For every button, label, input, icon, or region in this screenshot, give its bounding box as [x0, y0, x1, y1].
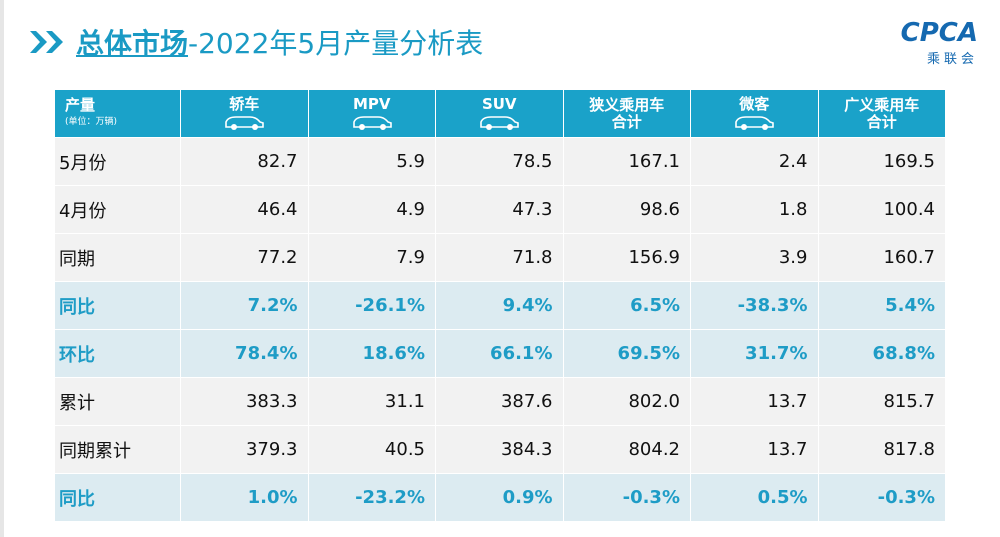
logo: CPCA 乘联会 — [901, 18, 978, 67]
row-label: 同期累计 — [55, 426, 180, 473]
cell: 31.7% — [690, 330, 818, 377]
logo-text: CPCA — [900, 18, 978, 48]
cell: 0.9% — [435, 474, 563, 521]
cell: 815.7 — [817, 378, 945, 425]
cell: 0.5% — [690, 474, 818, 521]
cell: 7.2% — [180, 282, 308, 329]
corner-title: 产量 — [65, 95, 96, 114]
cell: 160.7 — [817, 234, 945, 281]
cell: 69.5% — [562, 330, 690, 377]
row-label: 同比 — [55, 474, 180, 521]
title: 总体市场 -2022年5月产量分析表 — [28, 22, 483, 62]
cell: 1.8 — [690, 186, 818, 233]
cell: 47.3 — [435, 186, 563, 233]
cell: 804.2 — [562, 426, 690, 473]
cell: 383.3 — [180, 378, 308, 425]
cell: 387.6 — [435, 378, 563, 425]
cell: 802.0 — [562, 378, 690, 425]
table: 产量 (单位：万辆) 轿车 MPV SUV 狭义乘用车 合计 微客 广义乘用车 合计 5月份 82.… — [55, 90, 945, 521]
cell: 167.1 — [562, 138, 690, 185]
car-icon — [735, 116, 775, 130]
cell: -26.1% — [307, 282, 435, 329]
cell: 13.7 — [690, 426, 818, 473]
column-title: 合计 — [866, 112, 897, 131]
cell: 78.4% — [180, 330, 308, 377]
column-header: 轿车 — [180, 90, 308, 137]
column-title: SUV — [481, 95, 517, 113]
column-header: 狭义乘用车 合计 — [562, 90, 690, 137]
cell: 9.4% — [435, 282, 563, 329]
cell: 66.1% — [435, 330, 563, 377]
cell: 5.4% — [817, 282, 945, 329]
cell: -23.2% — [307, 474, 435, 521]
corner-header: 产量 (单位：万辆) — [55, 90, 180, 137]
cell: 98.6 — [562, 186, 690, 233]
cell: 18.6% — [307, 330, 435, 377]
cell: 384.3 — [435, 426, 563, 473]
cell: -0.3% — [817, 474, 945, 521]
column-title: MPV — [352, 95, 391, 113]
cell: 817.8 — [817, 426, 945, 473]
cell: 1.0% — [180, 474, 308, 521]
cell: 78.5 — [435, 138, 563, 185]
row-label: 累计 — [55, 378, 180, 425]
column-header: 广义乘用车 合计 — [817, 90, 945, 137]
title-bold: 总体市场 — [76, 27, 189, 60]
car-icon — [225, 116, 265, 130]
row-label: 5月份 — [55, 138, 180, 185]
cell: -38.3% — [690, 282, 818, 329]
cell: 13.7 — [690, 378, 818, 425]
cell: 5.9 — [307, 138, 435, 185]
column-header: SUV — [435, 90, 563, 137]
column-title: 轿车 — [229, 95, 260, 113]
cell: 4.9 — [307, 186, 435, 233]
cell: 46.4 — [180, 186, 308, 233]
cell: -0.3% — [562, 474, 690, 521]
corner-unit: (单位：万辆) — [65, 116, 118, 127]
row-label: 同比 — [55, 282, 180, 329]
cell: 100.4 — [817, 186, 945, 233]
cell: 156.9 — [562, 234, 690, 281]
car-icon — [480, 116, 520, 130]
column-title: 广义乘用车 — [844, 95, 920, 114]
cell: 40.5 — [307, 426, 435, 473]
cell: 3.9 — [690, 234, 818, 281]
cell: 2.4 — [690, 138, 818, 185]
column-title: 合计 — [611, 112, 642, 131]
row-label: 环比 — [55, 330, 180, 377]
cell: 7.9 — [307, 234, 435, 281]
logo-sub: 乘联会 — [926, 52, 978, 67]
cell: 71.8 — [435, 234, 563, 281]
cell: 169.5 — [817, 138, 945, 185]
title-rest: -2022年5月产量分析表 — [188, 27, 484, 60]
column-header: MPV — [307, 90, 435, 137]
column-title: 狭义乘用车 — [589, 95, 665, 114]
cell: 379.3 — [180, 426, 308, 473]
cell: 77.2 — [180, 234, 308, 281]
column-title: 微客 — [739, 95, 770, 113]
cell: 6.5% — [562, 282, 690, 329]
row-label: 4月份 — [55, 186, 180, 233]
row-label: 同期 — [55, 234, 180, 281]
cell: 68.8% — [817, 330, 945, 377]
chevrons — [30, 31, 63, 53]
cell: 82.7 — [180, 138, 308, 185]
car-icon — [352, 116, 392, 130]
column-header: 微客 — [690, 90, 818, 137]
cell: 31.1 — [307, 378, 435, 425]
